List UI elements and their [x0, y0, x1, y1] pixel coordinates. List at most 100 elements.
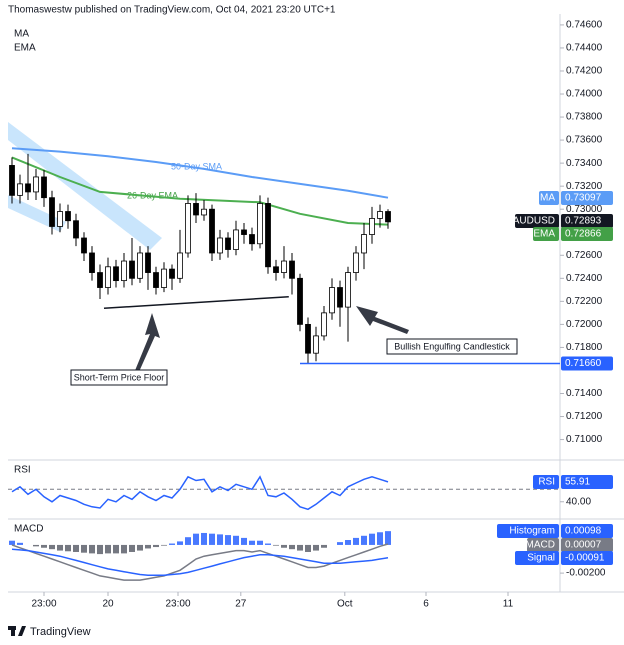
candle-body: [33, 176, 39, 193]
histogram-bar: [273, 544, 279, 546]
histogram-bar: [337, 542, 343, 545]
histogram-bar: [385, 531, 391, 545]
badge-value: 0.00007: [565, 540, 602, 551]
histogram-bar: [73, 544, 79, 552]
support-line: [103, 295, 289, 310]
y-tick-label: 0.74600: [566, 20, 603, 31]
y-tick-label: 0.74000: [566, 89, 603, 100]
candle-body: [169, 268, 175, 279]
badge-name-box: [515, 214, 559, 228]
histogram-bar: [169, 543, 175, 545]
candle-body: [361, 234, 367, 254]
histogram-bar: [305, 544, 311, 552]
histogram-bar: [65, 544, 71, 552]
y-tick-label: 0.72600: [566, 250, 603, 261]
histogram-bar: [137, 544, 143, 551]
candle-body: [305, 323, 311, 354]
histogram-bar: [225, 535, 231, 545]
y-tick-label: 0.73400: [566, 158, 603, 169]
x-tick-label: 23:00: [31, 599, 56, 610]
candle-body: [81, 237, 87, 254]
candle-body: [73, 220, 79, 239]
badge-name-box: [515, 551, 559, 565]
badge-value: 0.71660: [565, 358, 602, 369]
candle-body: [217, 237, 223, 254]
histogram-bar: [97, 544, 103, 555]
histogram-bar: [41, 544, 47, 548]
macd-line: [11, 543, 389, 581]
x-tick-label: 6: [423, 599, 429, 610]
candle-body: [161, 268, 167, 288]
x-tick-label: 27: [235, 599, 247, 610]
histogram-bar: [217, 534, 223, 545]
header: Thomaswestw published on TradingView.com…: [8, 5, 336, 16]
y-tick-label: 0.74400: [566, 43, 603, 54]
histogram-bar: [233, 535, 239, 545]
badge-value-box: [561, 538, 613, 552]
y-tick-label: 0.74200: [566, 66, 603, 77]
candle-body: [145, 252, 151, 273]
moving-average: [11, 156, 389, 226]
badge-value-box: [561, 524, 613, 538]
candle-body: [273, 266, 279, 273]
histogram-bar: [297, 544, 303, 551]
badge-value: 0.72893: [565, 216, 602, 227]
candle-body: [177, 252, 183, 279]
ema-label: 26-Day EMA: [127, 190, 178, 200]
badge-value-box: [561, 191, 613, 205]
candle-body: [345, 272, 351, 308]
histogram-bar: [193, 533, 199, 545]
candle-body: [257, 203, 263, 245]
legend-item: EMA: [14, 43, 36, 54]
badge-value-box: [561, 551, 613, 565]
histogram-bar: [113, 544, 119, 554]
candle-body: [209, 208, 215, 254]
candle-body: [297, 277, 303, 325]
candle-body: [377, 211, 383, 219]
histogram-bar: [9, 540, 15, 545]
candle-body: [9, 165, 15, 196]
candle-body: [105, 266, 111, 288]
histogram-bar: [177, 541, 183, 545]
badge-name: MACD: [526, 540, 555, 551]
histogram-bar: [321, 544, 327, 548]
candle-body: [313, 335, 319, 354]
histogram-bar: [209, 533, 215, 545]
candle-body: [201, 208, 207, 216]
histogram-bar: [153, 544, 159, 548]
histogram-bar: [257, 540, 263, 545]
badge-name: RSI: [538, 477, 555, 488]
candle-body: [129, 260, 135, 279]
badge-name-box: [497, 524, 559, 538]
logo: [11, 626, 15, 636]
badge-value-box: [561, 227, 613, 241]
badge-name-box: [533, 227, 559, 241]
candle-body: [185, 203, 191, 254]
x-tick-label: 20: [102, 599, 114, 610]
panel-title: MACD: [14, 524, 43, 535]
y-tick-label: 0.73600: [566, 135, 603, 146]
histogram-bar: [353, 537, 359, 545]
badge-name-box: [527, 538, 559, 552]
candle-body: [25, 183, 31, 193]
badge-value: 0.00098: [565, 526, 602, 537]
y-tick-label: 0.71400: [566, 388, 603, 399]
candle-body: [89, 252, 95, 273]
y-tick-label: 0.73000: [566, 204, 603, 215]
y-tick-label: 40.00: [566, 496, 591, 507]
histogram-bar: [249, 540, 255, 545]
candle-body: [137, 252, 143, 279]
histogram-bar: [345, 540, 351, 545]
histogram-bar: [129, 544, 135, 552]
badge-value: 55.91: [565, 477, 590, 488]
x-tick-label: 23:00: [165, 599, 190, 610]
candle-body: [65, 211, 71, 222]
footer: TradingView: [30, 626, 91, 638]
candle-body: [121, 260, 127, 282]
arrow: [134, 313, 160, 374]
candle-body: [41, 176, 47, 199]
badge-value: -0.00091: [565, 553, 605, 564]
y-tick-label: 0.71800: [566, 342, 603, 353]
y-tick-label: 0.73800: [566, 112, 603, 123]
annotation-box: [70, 369, 168, 386]
